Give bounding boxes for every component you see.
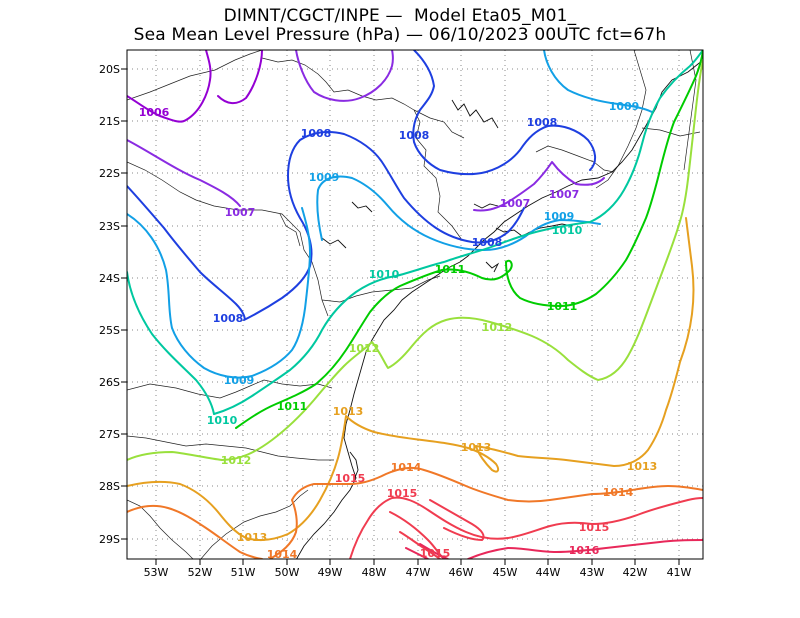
lon-label: 53W [144, 566, 169, 579]
lon-label: 48W [362, 566, 387, 579]
contour-label: 1006 [139, 106, 170, 119]
plot-frame [126, 49, 704, 560]
isobar-1010-mid [213, 50, 703, 415]
isobar-1011-east [505, 50, 703, 307]
isobar-1007-west [127, 139, 241, 207]
lat-label: 27S [99, 428, 120, 441]
contour-label: 1010 [207, 414, 238, 427]
contour-label: 1007 [500, 197, 531, 210]
lon-label: 49W [318, 566, 343, 579]
lon-label: 47W [406, 566, 431, 579]
lat-label: 20S [99, 63, 120, 76]
lon-label: 41W [667, 566, 692, 579]
contour-label: 1008 [527, 116, 558, 129]
contour-label: 1008 [213, 312, 244, 325]
state-borders [127, 50, 701, 559]
contour-label: 1013 [333, 405, 364, 418]
isobar-1015 [349, 496, 703, 559]
contour-label: 1013 [461, 441, 492, 454]
lat-label: 25S [99, 324, 120, 337]
contour-label: 1009 [544, 210, 575, 223]
contour-label: 1010 [552, 224, 583, 237]
contour-label: 1013 [627, 460, 658, 473]
isobar-1009-north [543, 50, 653, 113]
map-grid [127, 50, 703, 559]
contour-label: 1009 [224, 374, 255, 387]
lat-label: 21S [99, 115, 120, 128]
contour-label: 1012 [349, 342, 380, 355]
isobar-1011-west [235, 259, 513, 429]
lat-label: 23S [99, 220, 120, 233]
isobar-1006-east [217, 50, 263, 104]
longitude-labels: 53W 52W 51W 50W 49W 48W 47W 46W 45W 44W … [144, 566, 692, 579]
contour-label: 1014 [267, 548, 298, 561]
isobar-1013 [127, 217, 695, 542]
contour-label: 1012 [221, 454, 252, 467]
lat-label: 24S [99, 272, 120, 285]
coastline [296, 59, 703, 559]
contour-label: 1015 [420, 547, 451, 560]
lon-label: 52W [188, 566, 213, 579]
lat-label: 22S [99, 167, 120, 180]
contour-label: 1011 [435, 263, 466, 276]
isobar-1009-west [127, 207, 311, 379]
contour-label: 1011 [547, 300, 578, 313]
isobar-1009-inner [316, 175, 601, 251]
pressure-contours [127, 50, 703, 559]
contour-label: 1008 [472, 236, 503, 249]
map-title-line-2: Sea Mean Level Pressure (hPa) — 06/10/20… [133, 25, 667, 45]
contour-label: 1008 [301, 127, 332, 140]
lon-label: 42W [623, 566, 648, 579]
contour-label: 1014 [391, 461, 422, 474]
isobar-1007-north [295, 50, 394, 102]
map-title-line-1: DIMNT/CGCT/INPE — Model Eta05_M01_ [223, 6, 577, 26]
contour-label: 1011 [277, 400, 308, 413]
contour-label: 1009 [609, 100, 640, 113]
contour-label: 1014 [603, 486, 634, 499]
contour-label: 1015 [387, 487, 418, 500]
tick-marks [121, 68, 680, 565]
isobar-1007-sea [473, 161, 605, 212]
contour-label: 1010 [369, 268, 400, 281]
contour-label: 1013 [237, 531, 268, 544]
lat-label: 28S [99, 480, 120, 493]
lon-label: 43W [580, 566, 605, 579]
contour-label: 1007 [225, 206, 256, 219]
isobar-1010-west [127, 271, 215, 415]
lon-label: 44W [536, 566, 561, 579]
contour-label: 1008 [399, 129, 430, 142]
isobar-1016 [467, 539, 703, 559]
contour-label: 1007 [549, 188, 580, 201]
lon-label: 45W [493, 566, 518, 579]
lat-label: 29S [99, 533, 120, 546]
lon-label: 46W [449, 566, 474, 579]
isobar-1006 [127, 50, 212, 123]
lon-label: 51W [231, 566, 256, 579]
isobar-1016-cell [405, 543, 449, 559]
contour-label: 1016 [569, 544, 600, 557]
contour-label: 1009 [309, 171, 340, 184]
isobar-1008-west [127, 131, 525, 321]
isobar-1008-north [412, 50, 596, 176]
contour-label: 1012 [482, 321, 513, 334]
latitude-labels: 20S 21S 22S 23S 24S 25S 26S 27S 28S 29S [99, 63, 120, 546]
contour-labels: 1006 1007 1007 1007 1008 1008 1008 1008 … [139, 100, 658, 561]
isobar-1012 [127, 59, 703, 461]
isobar-1014 [127, 466, 703, 559]
contour-label: 1015 [335, 472, 366, 485]
contour-label: 1015 [579, 521, 610, 534]
lat-label: 26S [99, 376, 120, 389]
lon-label: 50W [275, 566, 300, 579]
